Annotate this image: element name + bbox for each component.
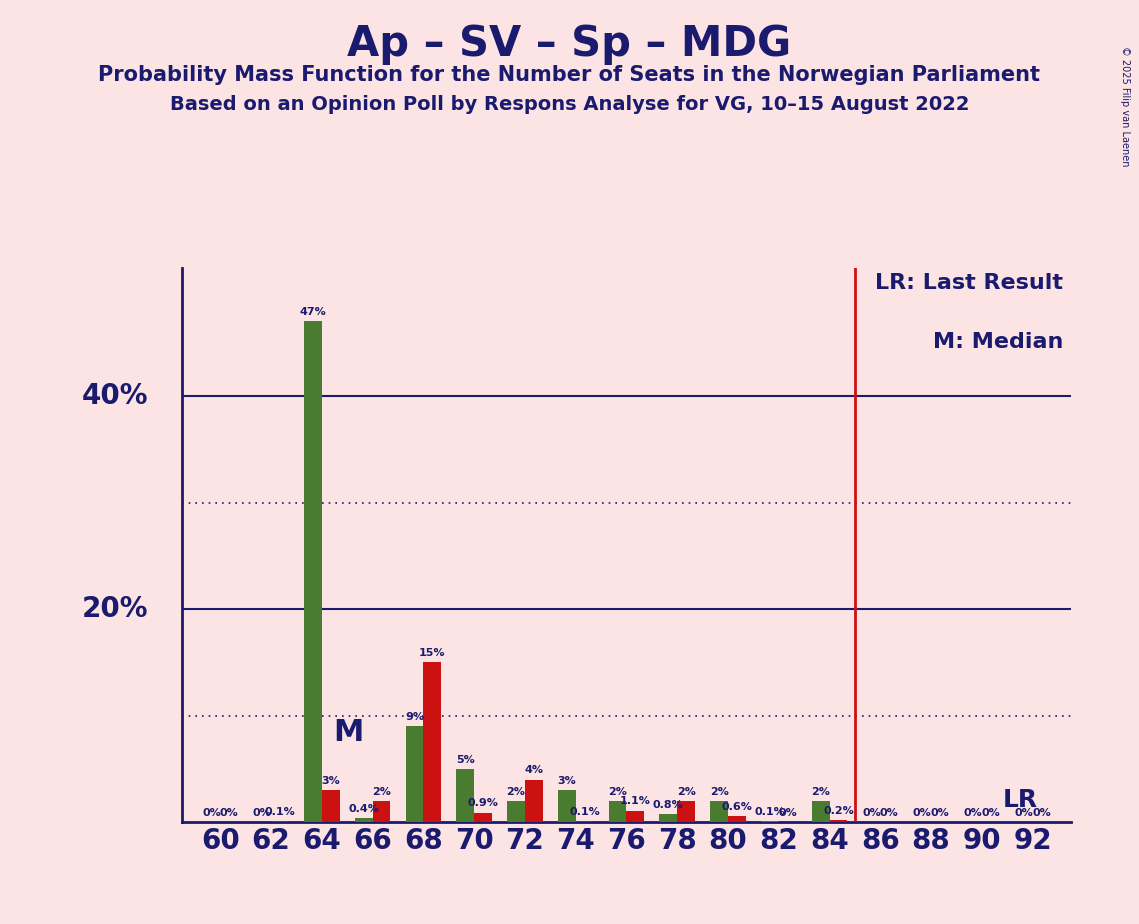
Text: 2%: 2% xyxy=(710,786,729,796)
Text: 2%: 2% xyxy=(608,786,626,796)
Text: LR: LR xyxy=(1002,787,1038,811)
Text: 0.2%: 0.2% xyxy=(823,806,854,816)
Text: 47%: 47% xyxy=(300,307,327,317)
Text: 0.9%: 0.9% xyxy=(468,798,499,808)
Text: 0%: 0% xyxy=(1032,808,1051,818)
Bar xyxy=(728,816,746,822)
Bar xyxy=(322,790,339,822)
Bar xyxy=(711,801,728,822)
Bar xyxy=(355,818,372,822)
Text: © 2025 Filip van Laenen: © 2025 Filip van Laenen xyxy=(1120,46,1130,166)
Text: 2%: 2% xyxy=(677,786,696,796)
Bar xyxy=(626,810,645,822)
Text: M: M xyxy=(334,718,363,747)
Text: Ap – SV – Sp – MDG: Ap – SV – Sp – MDG xyxy=(347,23,792,65)
Text: 0%: 0% xyxy=(964,808,982,818)
Text: 0.4%: 0.4% xyxy=(349,804,379,814)
Text: 2%: 2% xyxy=(372,786,391,796)
Bar xyxy=(474,813,492,822)
Text: 20%: 20% xyxy=(82,595,148,623)
Bar xyxy=(829,821,847,822)
Text: Based on an Opinion Poll by Respons Analyse for VG, 10–15 August 2022: Based on an Opinion Poll by Respons Anal… xyxy=(170,95,969,115)
Text: Probability Mass Function for the Number of Seats in the Norwegian Parliament: Probability Mass Function for the Number… xyxy=(98,65,1041,85)
Bar xyxy=(575,821,593,822)
Bar xyxy=(457,769,474,822)
Text: 9%: 9% xyxy=(405,712,424,723)
Bar xyxy=(372,801,391,822)
Bar xyxy=(812,801,829,822)
Text: M: Median: M: Median xyxy=(933,332,1063,352)
Text: 3%: 3% xyxy=(557,776,576,786)
Text: 0.1%: 0.1% xyxy=(264,807,295,817)
Text: 0.8%: 0.8% xyxy=(653,799,683,809)
Bar xyxy=(525,780,542,822)
Text: 0%: 0% xyxy=(931,808,949,818)
Text: 0.1%: 0.1% xyxy=(570,807,600,817)
Text: 15%: 15% xyxy=(419,648,445,658)
Bar xyxy=(608,801,626,822)
Bar xyxy=(507,801,525,822)
Bar xyxy=(271,821,289,822)
Bar xyxy=(678,801,695,822)
Bar xyxy=(761,821,779,822)
Text: 4%: 4% xyxy=(524,765,543,775)
Text: 0%: 0% xyxy=(982,808,1000,818)
Text: 2%: 2% xyxy=(811,786,830,796)
Text: 0%: 0% xyxy=(1015,808,1033,818)
Text: 0%: 0% xyxy=(253,808,271,818)
Text: 1.1%: 1.1% xyxy=(620,796,650,807)
Bar xyxy=(405,726,424,822)
Text: LR: Last Result: LR: Last Result xyxy=(875,274,1063,293)
Text: 0%: 0% xyxy=(879,808,899,818)
Text: 0.1%: 0.1% xyxy=(754,807,785,817)
Text: 0.6%: 0.6% xyxy=(721,802,752,811)
Bar xyxy=(424,663,441,822)
Text: 3%: 3% xyxy=(321,776,341,786)
Text: 0%: 0% xyxy=(912,808,932,818)
Text: 0%: 0% xyxy=(220,808,238,818)
Text: 40%: 40% xyxy=(82,382,148,410)
Text: 0%: 0% xyxy=(862,808,880,818)
Bar xyxy=(304,322,322,822)
Text: 0%: 0% xyxy=(778,808,797,818)
Bar xyxy=(558,790,575,822)
Bar xyxy=(659,814,678,822)
Text: 2%: 2% xyxy=(507,786,525,796)
Text: 0%: 0% xyxy=(202,808,221,818)
Text: 5%: 5% xyxy=(456,755,475,765)
